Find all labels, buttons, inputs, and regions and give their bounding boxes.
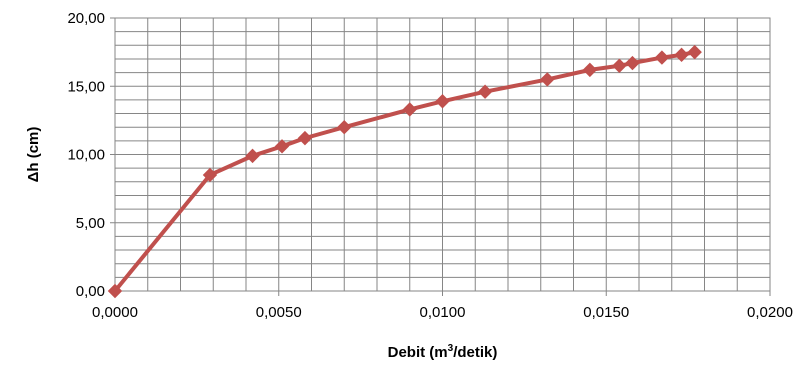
data-point-marker [245, 148, 260, 164]
data-point-marker [337, 119, 352, 135]
x-tick-label: 0,0200 [747, 304, 793, 321]
x-axis-title-suffix: /detik) [453, 344, 497, 361]
data-point-marker [674, 47, 689, 63]
data-point-marker [540, 72, 555, 87]
data-point-marker [202, 167, 218, 183]
x-axis-ticks: 0,0000 0,0050 0,0100 0,0150 0,0200 [92, 291, 793, 321]
data-point-marker [477, 84, 493, 99]
x-axis-title-superscript: 3 [448, 343, 454, 354]
data-point-marker [435, 94, 450, 109]
y-tick-label: 5,00 [76, 215, 105, 232]
data-point-marker [297, 130, 313, 146]
x-tick-label: 0,0050 [256, 304, 302, 321]
y-tick-label: 15,00 [67, 78, 105, 95]
x-tick-label: 0,0100 [420, 304, 466, 321]
x-tick-label: 0,0150 [583, 304, 629, 321]
grid [114, 17, 771, 292]
data-point-marker [625, 55, 640, 71]
data-point-marker [654, 50, 670, 65]
y-axis-ticks: 0,00 5,00 10,00 15,00 20,00 [67, 10, 115, 300]
y-axis-title: Δh (cm) [25, 127, 42, 183]
y-tick-label: 0,00 [76, 283, 105, 300]
y-tick-label: 20,00 [67, 10, 105, 27]
x-tick-label: 0,0000 [92, 304, 138, 321]
series-layer [107, 44, 702, 299]
data-point-marker [612, 58, 627, 73]
data-point-marker [274, 139, 290, 154]
data-point-marker [582, 62, 598, 78]
x-axis-title: Debit (m3/detik) [388, 343, 498, 361]
data-point-marker [687, 44, 702, 60]
data-point-marker [402, 102, 417, 117]
data-point-marker [107, 283, 123, 299]
y-tick-label: 10,00 [67, 147, 105, 164]
series-line [113, 50, 696, 293]
x-axis-title-main: Debit (m [388, 344, 448, 361]
